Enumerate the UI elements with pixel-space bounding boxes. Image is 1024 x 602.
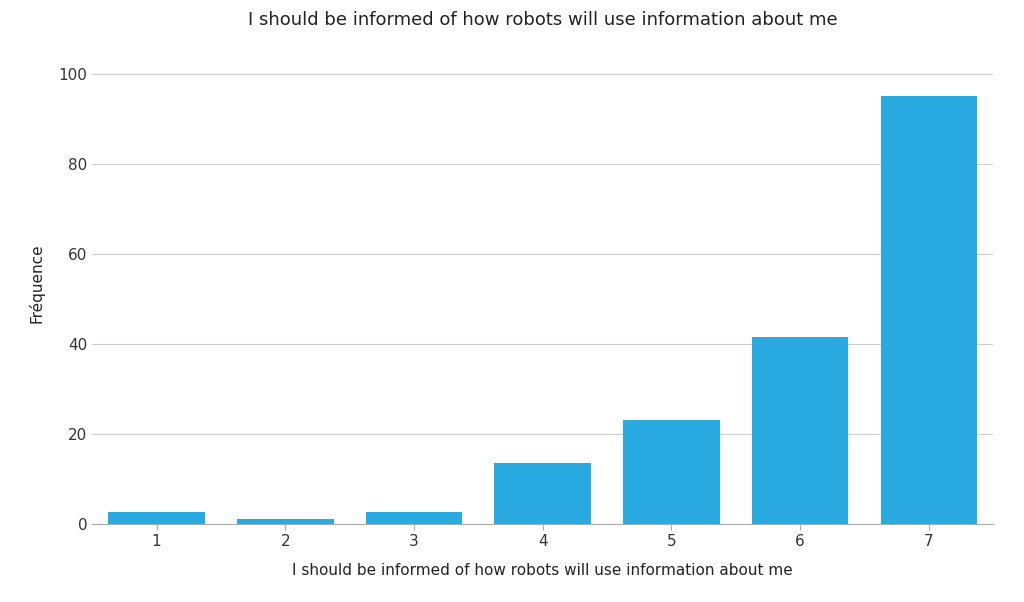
- Bar: [366, 512, 462, 524]
- Y-axis label: Fréquence: Fréquence: [29, 243, 44, 323]
- Bar: [237, 520, 334, 524]
- X-axis label: I should be informed of how robots will use information about me: I should be informed of how robots will …: [292, 563, 794, 578]
- Bar: [752, 337, 849, 524]
- Bar: [495, 463, 591, 524]
- Title: I should be informed of how robots will use information about me: I should be informed of how robots will …: [248, 11, 838, 29]
- Bar: [624, 420, 720, 524]
- Bar: [109, 512, 205, 524]
- Bar: [881, 96, 977, 524]
